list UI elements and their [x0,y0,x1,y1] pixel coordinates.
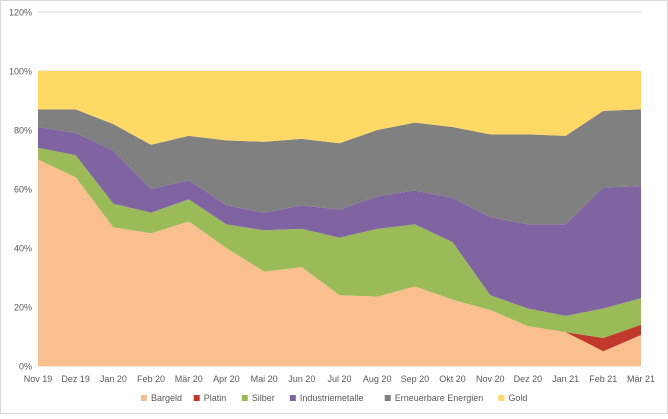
x-tick-label: Okt 20 [439,374,466,384]
legend-swatch-bargeld [140,395,147,401]
x-tick-label: Mär 21 [627,374,655,384]
x-tick-label: Jun 20 [288,374,315,384]
x-tick-label: Dez 20 [514,374,543,384]
legend-swatch-gold [498,395,505,401]
area-bargeld [38,159,641,366]
x-tick-label: Feb 21 [589,374,617,384]
x-tick-label: Dez 19 [61,374,90,384]
x-tick-label: Sep 20 [401,374,430,384]
y-axis-ticks: 0% 20% 40% 60% 80% 100% 120% [9,8,32,372]
area-erneuerbare-energien [38,109,641,225]
x-tick-label: Nov 20 [476,374,505,384]
y-tick-label: 100% [9,67,32,77]
x-tick-label: Jan 20 [100,374,127,384]
y-tick-label: 0% [19,362,32,372]
legend-swatch-silber [241,395,248,401]
legend-swatch-erneuerbare-energien [384,395,391,401]
y-tick-label: 20% [14,303,32,313]
x-tick-label: Nov 19 [24,374,53,384]
legend-swatch-industriemetalle [289,395,296,401]
x-tick-label: Jan 21 [552,374,579,384]
legend-label-platin: Platin [204,393,227,403]
legend: Bargeld Platin Silber Industriemetalle Erneu… [140,393,527,403]
y-tick-label: 60% [14,185,32,195]
x-tick-label: Aug 20 [363,374,392,384]
area-silber [38,147,641,338]
y-tick-label: 120% [9,8,32,18]
series-areas [38,71,641,366]
x-tick-label: Feb 20 [137,374,165,384]
x-axis-ticks: Nov 19 Dez 19 Jan 20 Feb 20 Mär 20 Apr 20 Mai … [24,374,655,384]
legend-label-industriemetalle: Industriemetalle [300,393,364,403]
legend-swatch-platin [193,395,200,401]
legend-label-bargeld: Bargeld [151,393,182,403]
area-industriemetalle [38,127,641,316]
area-gold [38,71,641,145]
x-tick-label: Apr 20 [213,374,240,384]
legend-label-erneuerbare-energien: Erneuerbare Energien [395,393,484,403]
x-tick-label: Mai 20 [251,374,278,384]
legend-label-silber: Silber [252,393,275,403]
y-tick-label: 80% [14,126,32,136]
x-tick-label: Mär 20 [175,374,203,384]
legend-label-gold: Gold [508,393,527,403]
x-tick-label: Jul 20 [327,374,351,384]
y-tick-label: 40% [14,244,32,254]
